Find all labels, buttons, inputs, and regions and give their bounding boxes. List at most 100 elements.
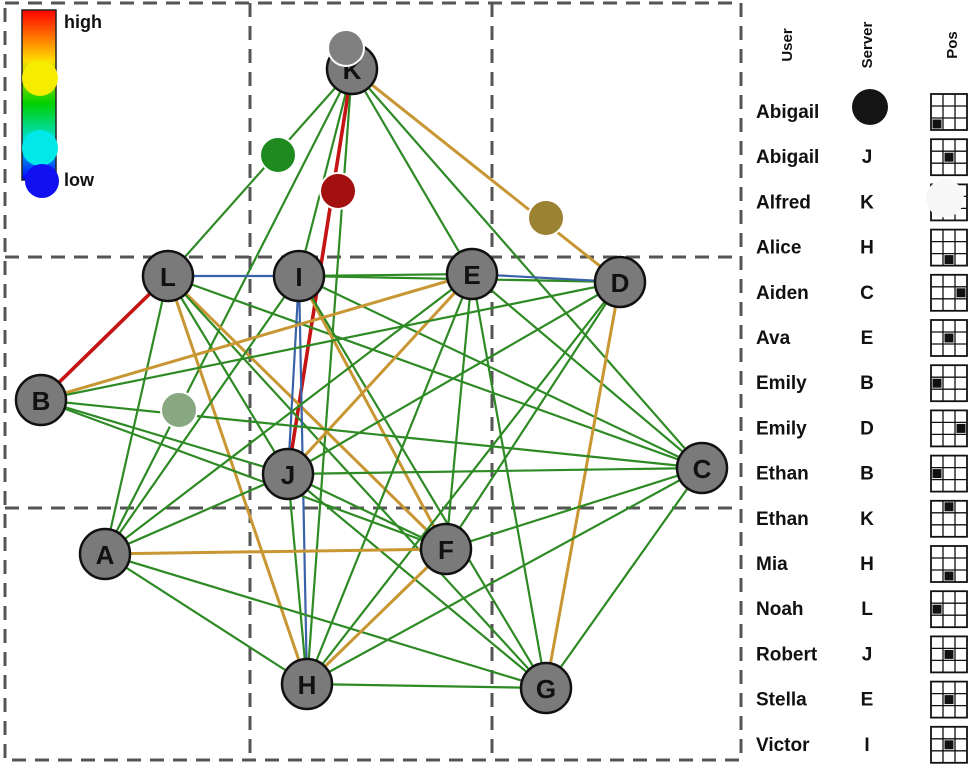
position-grid-icon bbox=[930, 680, 968, 719]
edge-marker-3 bbox=[319, 172, 357, 210]
server-label: H bbox=[860, 238, 874, 259]
position-cell-marker bbox=[944, 502, 954, 512]
user-name: Alfred bbox=[756, 192, 811, 213]
position-grid-icon bbox=[930, 319, 968, 357]
table-row: Mia H bbox=[756, 545, 968, 583]
edge-d-h bbox=[305, 280, 622, 686]
table-row: Emily B bbox=[756, 364, 968, 403]
server-white-dot-icon bbox=[926, 179, 964, 218]
edge-k-d bbox=[350, 67, 622, 284]
node-circle bbox=[78, 527, 132, 581]
edge-f-h bbox=[305, 547, 448, 686]
marker-layer bbox=[160, 136, 565, 429]
user-name: Aiden bbox=[756, 283, 809, 304]
position-cell-marker bbox=[932, 378, 942, 388]
edge-j-a bbox=[103, 472, 290, 556]
table-row: Emily D bbox=[756, 409, 968, 448]
table-row: Ava E bbox=[756, 319, 968, 357]
edge-k-a bbox=[103, 67, 354, 556]
edge-e-g bbox=[470, 272, 548, 690]
position-cell-marker bbox=[944, 740, 954, 750]
table-row: Noah L bbox=[756, 590, 968, 629]
server-label: J bbox=[862, 644, 873, 665]
edge-layer bbox=[39, 67, 704, 690]
edge-e-a bbox=[103, 272, 474, 556]
edge-f-c bbox=[444, 466, 704, 551]
edge-marker-4 bbox=[527, 199, 565, 237]
user-name: Abigail bbox=[756, 102, 819, 123]
table-row: Abigail bbox=[756, 89, 968, 131]
table-row: Abigail J bbox=[756, 138, 968, 177]
edge-d-g bbox=[544, 280, 622, 690]
position-cell-marker bbox=[956, 288, 966, 298]
position-cell-marker bbox=[944, 333, 954, 343]
edge-d-j bbox=[286, 280, 622, 476]
node-label: F bbox=[438, 535, 454, 565]
table-row: Victor I bbox=[756, 725, 968, 764]
node-label: A bbox=[96, 540, 115, 570]
position-cell-marker bbox=[932, 604, 942, 614]
position-grid-icon bbox=[930, 409, 968, 448]
server-label: D bbox=[860, 418, 874, 439]
position-grid-icon bbox=[930, 364, 968, 403]
edge-j-h bbox=[286, 472, 309, 686]
user-name: Stella bbox=[756, 690, 807, 711]
table-row: Aiden C bbox=[756, 273, 968, 312]
user-name: Noah bbox=[756, 599, 804, 620]
node-label: C bbox=[693, 454, 712, 484]
edge-h-g bbox=[305, 682, 548, 690]
edge-marker-5 bbox=[160, 391, 198, 429]
position-grid-icon bbox=[930, 454, 968, 493]
server-label: B bbox=[860, 464, 874, 485]
position-grid-icon bbox=[930, 273, 968, 312]
edge-marker-1 bbox=[327, 29, 365, 67]
edge-a-g bbox=[103, 552, 548, 690]
edge-e-j bbox=[286, 272, 474, 476]
edge-l-j bbox=[166, 274, 290, 476]
edge-l-a bbox=[103, 274, 170, 556]
server-label: E bbox=[861, 690, 874, 711]
edge-e-b bbox=[39, 272, 474, 402]
legend-low-label: low bbox=[64, 170, 95, 190]
edge-b-j bbox=[39, 398, 290, 476]
position-cell-marker bbox=[956, 423, 966, 433]
edge-k-e bbox=[350, 67, 474, 276]
user-name: Ava bbox=[756, 328, 791, 349]
node-h: H bbox=[280, 657, 334, 711]
server-label: K bbox=[860, 192, 874, 213]
node-circle bbox=[280, 657, 334, 711]
legend-marker-cyan bbox=[22, 130, 58, 166]
node-label: J bbox=[281, 460, 295, 490]
legend-marker-yellow bbox=[22, 60, 58, 96]
edge-l-c bbox=[166, 274, 704, 470]
node-circle bbox=[675, 441, 729, 495]
edge-i-j bbox=[286, 274, 301, 476]
node-label: E bbox=[463, 260, 480, 290]
user-name: Ethan bbox=[756, 509, 809, 530]
position-cell-marker bbox=[944, 152, 954, 162]
position-grid-icon bbox=[930, 590, 968, 629]
table-row: Alice H bbox=[756, 228, 968, 267]
user-name: Victor bbox=[756, 735, 810, 756]
node-label: D bbox=[611, 268, 630, 298]
edge-l-h bbox=[166, 274, 309, 686]
edge-i-c bbox=[297, 274, 704, 470]
user-name: Robert bbox=[756, 644, 818, 665]
node-a: A bbox=[78, 527, 132, 581]
server-label: B bbox=[860, 373, 874, 394]
edge-j-c bbox=[286, 466, 704, 476]
color-legend: high low bbox=[21, 9, 102, 198]
user-name: Emily bbox=[756, 373, 807, 394]
node-label: I bbox=[295, 262, 302, 292]
node-label: H bbox=[298, 670, 317, 700]
edge-g-c bbox=[544, 466, 704, 690]
edge-i-a bbox=[103, 274, 301, 556]
node-label: L bbox=[160, 262, 176, 292]
node-layer: KL I E DBJ CA FH G bbox=[14, 29, 729, 715]
node-l: L bbox=[141, 249, 195, 303]
server-black-dot-icon bbox=[852, 89, 888, 125]
table-row: Robert J bbox=[756, 635, 968, 674]
edge-e-c bbox=[470, 272, 704, 470]
